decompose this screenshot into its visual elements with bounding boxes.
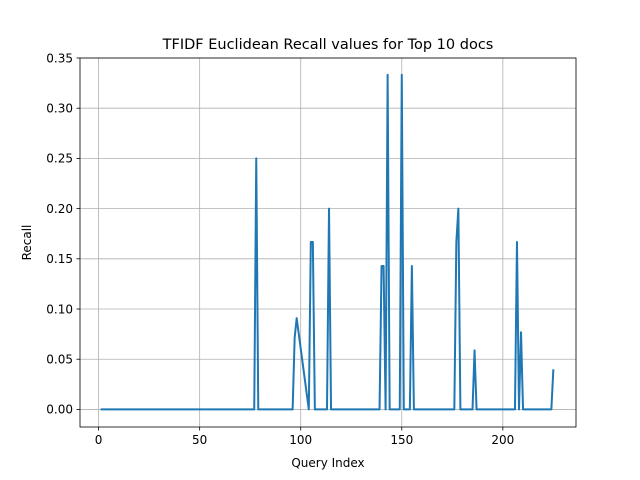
y-tick-label: 0.15	[46, 252, 73, 266]
chart-title: TFIDF Euclidean Recall values for Top 10…	[162, 37, 494, 53]
y-axis-ticks: 0.00 0.05 0.10 0.15 0.20 0.25 0.30 0.35	[46, 51, 80, 417]
y-tick-label: 0.00	[46, 403, 73, 417]
x-tick-label: 100	[289, 433, 312, 447]
x-tick-label: 50	[192, 433, 207, 447]
x-tick-label: 150	[390, 433, 413, 447]
recall-series-line	[100, 73, 555, 411]
x-axis-ticks: 0 50 100 150 200	[95, 427, 514, 447]
x-tick-label: 0	[95, 433, 103, 447]
y-axis-label: Recall	[20, 225, 34, 261]
y-tick-label: 0.30	[46, 102, 73, 116]
x-tick-label: 200	[491, 433, 514, 447]
plot-frame	[79, 57, 577, 428]
y-tick-label: 0.05	[46, 353, 73, 367]
x-axis-label: Query Index	[291, 456, 364, 470]
y-tick-label: 0.20	[46, 202, 73, 216]
y-tick-label: 0.10	[46, 302, 73, 316]
y-tick-label: 0.25	[46, 152, 73, 166]
y-tick-label: 0.35	[46, 51, 73, 65]
series-group	[100, 73, 555, 411]
